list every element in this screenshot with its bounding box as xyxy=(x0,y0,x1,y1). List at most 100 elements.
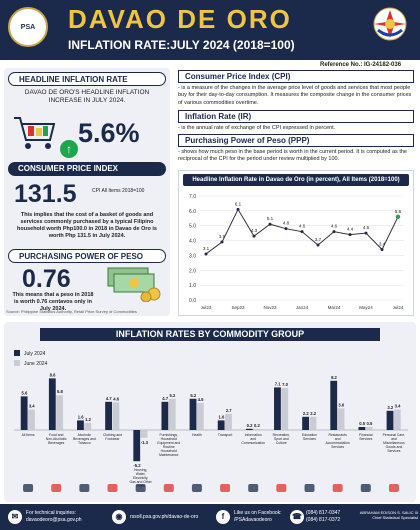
footer: ✉ For technical inquiries: davaodeoro@ps… xyxy=(0,504,420,530)
bar-value-label: 0.5 xyxy=(359,421,365,426)
bar-value-label: 5.2 xyxy=(190,393,196,398)
category-label-line: Alcoholic xyxy=(78,433,92,437)
bar xyxy=(48,378,56,430)
category-label-line: and xyxy=(250,437,256,441)
bar xyxy=(140,430,148,438)
bar xyxy=(168,398,176,430)
data-label: 4.3 xyxy=(251,228,258,233)
category-label-line: Non-Alcoholic xyxy=(46,437,67,441)
category-label: Restaurants and Accommodation Services xyxy=(325,433,349,449)
web-icon: ◉ xyxy=(112,510,126,524)
footer-email: For technical inquiries: davaodeoro@psa.… xyxy=(26,510,82,523)
data-point xyxy=(364,231,368,235)
bar-value-label: 0.2 xyxy=(247,423,253,428)
category-label-line: Services xyxy=(303,437,316,441)
y-tick-label: 2.0 xyxy=(189,268,196,274)
bar xyxy=(28,409,35,430)
psa-logo-text: PSA xyxy=(20,23,36,31)
email-value[interactable]: davaodeoro@psa.gov.ph xyxy=(26,516,82,523)
x-tick-label: May24 xyxy=(359,305,373,310)
category-label-line: Financial xyxy=(359,433,373,437)
category-label: Recreation, Sport and Culture xyxy=(273,433,290,445)
bar-value-label: -1.3 xyxy=(141,440,149,445)
definition-text: - is the annual rate of exchange of the … xyxy=(178,125,336,131)
bar xyxy=(112,402,120,430)
fb-value[interactable]: /PSAdavaodeoro xyxy=(234,516,272,523)
category-label-line: Beverages and xyxy=(73,437,96,441)
category-label-line: Health xyxy=(192,433,202,437)
bagong-pilipinas-logo xyxy=(373,7,407,41)
cpi-explanation: This implies that the cost of a basket o… xyxy=(17,212,157,240)
category-label-line: Recreation, xyxy=(273,433,290,437)
category-label-line: Food and xyxy=(49,433,63,437)
phone2-value: (084) 817-0372 xyxy=(306,516,341,523)
phone-value: (084) 817-0347 xyxy=(306,510,341,516)
bar-value-label: -5.2 xyxy=(133,463,141,468)
source-note: Source: Philippine Statistics Authority,… xyxy=(6,309,137,314)
footer-phone: (084) 817-0347 (084) 817-0372 xyxy=(306,510,340,523)
category-label-line: Information xyxy=(245,433,262,437)
y-tick-label: 7.0 xyxy=(189,194,196,200)
x-tick-label: Jan24 xyxy=(296,305,309,310)
bar-chart-title: INFLATION RATES BY COMMODITY GROUP xyxy=(40,328,380,341)
data-point xyxy=(316,243,320,247)
data-point xyxy=(380,247,384,251)
category-label-line: Services xyxy=(387,449,400,453)
commodity-icon xyxy=(191,484,202,492)
x-tick-label: Mar24 xyxy=(328,305,341,310)
bar xyxy=(309,416,317,430)
bar-value-label: 4.5 xyxy=(198,397,204,402)
bar-value-label: 7.0 xyxy=(282,382,288,387)
category-label: Furnishings, Household Equipment and Routin… xyxy=(157,433,180,457)
shopping-cart-icon xyxy=(14,117,56,149)
data-label: 3.4 xyxy=(379,241,386,246)
bar-value-label: 0.5 xyxy=(367,421,373,426)
footer-web[interactable]: rssoll.psa.gov.ph/davao-de-oro xyxy=(130,514,199,520)
bar xyxy=(358,427,366,430)
category-label-line: Electricity, xyxy=(133,476,148,480)
category-label: Health xyxy=(192,433,202,437)
category-label-line: Water, xyxy=(136,472,146,476)
category-label: Personal Care, and Miscellaneous Goods and S… xyxy=(383,433,406,453)
bar-value-label: 1.2 xyxy=(85,417,91,422)
commodity-icon xyxy=(51,484,62,492)
headline-inflation-heading: HEADLINE INFLATION RATE xyxy=(8,72,166,86)
category-label-line: Culture xyxy=(276,441,287,445)
header-banner: PSA DAVAO DE ORO INFLATION RATE:JULY 202… xyxy=(0,0,420,60)
bar xyxy=(189,398,197,430)
bar xyxy=(133,430,141,462)
legend-swatch xyxy=(14,350,20,356)
legend-label: July 2024 xyxy=(24,351,46,357)
line-chart: 0.0 1.0 2.0 3.0 4.0 5.0 6.0 7.0 3.1 3.9 6.1 4.3 5.1 4… xyxy=(189,194,404,310)
bar xyxy=(386,410,394,430)
category-label: Transport xyxy=(218,433,232,437)
bar xyxy=(393,409,401,430)
bar xyxy=(196,403,204,430)
y-tick-label: 6.0 xyxy=(189,209,196,215)
data-point xyxy=(300,230,304,234)
category-label-line: Household xyxy=(161,449,177,453)
bar-value-label: 8.6 xyxy=(50,372,56,377)
category-label-line: Housing, xyxy=(134,468,147,472)
data-point xyxy=(204,252,208,256)
data-point xyxy=(220,240,224,244)
definition-title: Inflation Rate (IR) xyxy=(178,110,414,123)
bar-value-label: 4.6 xyxy=(113,396,119,401)
commodity-icon xyxy=(332,484,343,492)
category-label: Education Services xyxy=(302,433,317,441)
psa-logo: PSA xyxy=(8,7,48,47)
email-label: For technical inquiries: xyxy=(26,510,77,516)
commodity-icon xyxy=(276,484,287,492)
signatory-name: ABRAHAM EDISON S. SALIC III xyxy=(359,510,418,515)
commodity-icon xyxy=(107,484,118,492)
ppp-value: 0.76 xyxy=(22,265,71,293)
data-label: 3.7 xyxy=(315,237,322,242)
category-label-line: Education xyxy=(302,433,317,437)
category-label-line: Tobacco xyxy=(78,441,91,445)
bar-value-label: 8.2 xyxy=(331,375,337,380)
bar-value-label: 2.2 xyxy=(303,411,309,416)
category-label-line: Goods and xyxy=(386,445,403,449)
line-chart-title: Headline Inflation Rate in Davao de Oro … xyxy=(183,174,409,186)
bar-value-label: 4.7 xyxy=(162,396,168,401)
bar xyxy=(245,428,253,430)
